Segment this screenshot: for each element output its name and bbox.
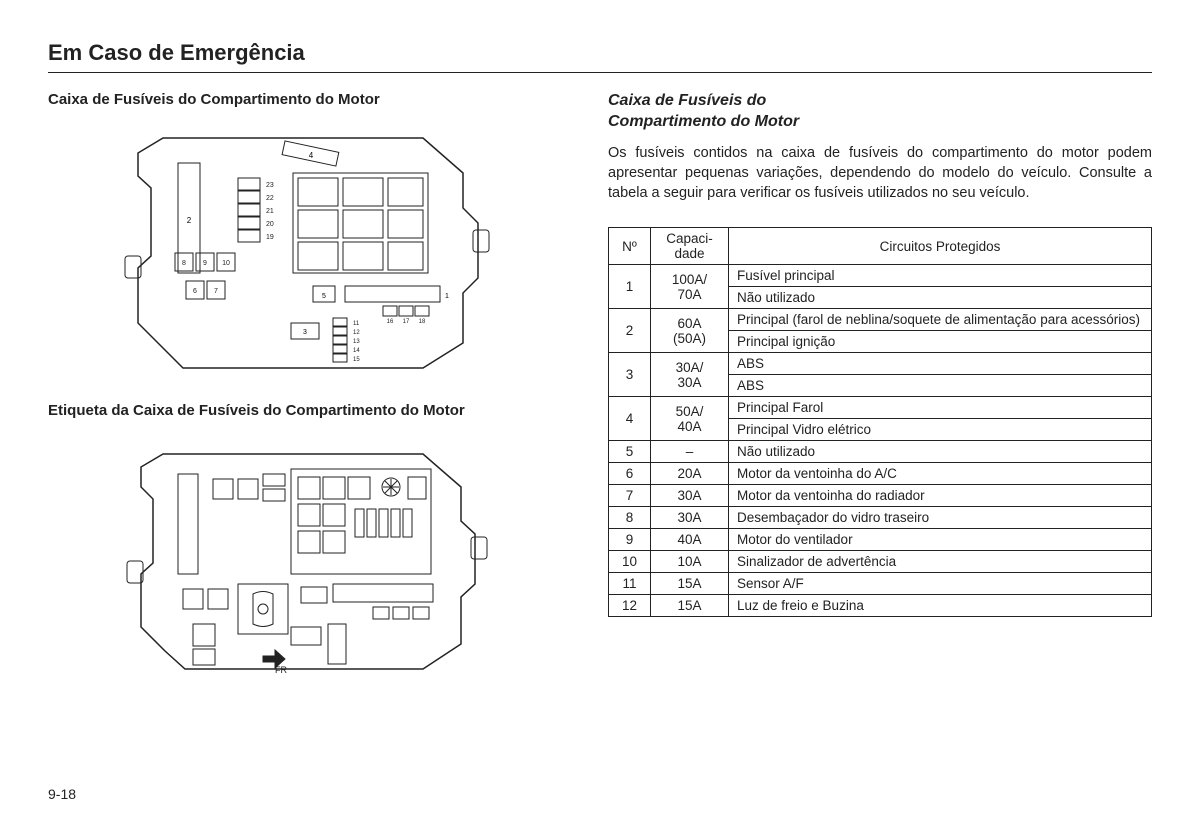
svg-text:4: 4 <box>309 151 314 160</box>
cell-capacity: – <box>651 441 729 463</box>
svg-text:2: 2 <box>187 216 192 225</box>
cell-circuit: ABS <box>729 375 1152 397</box>
cell-capacity: 20A <box>651 463 729 485</box>
svg-text:9: 9 <box>203 260 207 267</box>
cell-capacity: 15A <box>651 573 729 595</box>
cell-no: 12 <box>609 595 651 617</box>
table-row: 830ADesembaçador do vidro traseiro <box>609 507 1152 529</box>
cell-circuit: Principal Farol <box>729 397 1152 419</box>
svg-text:22: 22 <box>266 195 274 202</box>
cell-capacity: 10A <box>651 551 729 573</box>
cell-no: 11 <box>609 573 651 595</box>
svg-text:3: 3 <box>303 329 307 336</box>
fuse-table: Nº Capaci- dade Circuitos Protegidos 110… <box>608 227 1152 617</box>
svg-text:23: 23 <box>266 182 274 189</box>
cell-capacity: 60A (50A) <box>651 309 729 353</box>
diagram2-heading: Etiqueta da Caixa de Fusíveis do Compart… <box>48 402 568 419</box>
cell-no: 6 <box>609 463 651 485</box>
svg-text:21: 21 <box>266 208 274 215</box>
svg-text:7: 7 <box>214 288 218 295</box>
subheading-line2: Compartimento do Motor <box>608 113 799 130</box>
cell-circuit: Sensor A/F <box>729 573 1152 595</box>
cell-circuit: Não utilizado <box>729 441 1152 463</box>
svg-text:10: 10 <box>222 260 230 267</box>
svg-text:14: 14 <box>353 348 360 354</box>
cell-circuit: Motor do ventilador <box>729 529 1152 551</box>
cell-circuit: Fusível principal <box>729 265 1152 287</box>
left-column: Caixa de Fusíveis do Compartimento do Mo… <box>48 91 568 703</box>
cell-circuit: Principal Vidro elétrico <box>729 419 1152 441</box>
cell-capacity: 15A <box>651 595 729 617</box>
page-title: Em Caso de Emergência <box>48 40 1152 73</box>
cell-circuit: Motor da ventoinha do radiador <box>729 485 1152 507</box>
cell-no: 7 <box>609 485 651 507</box>
cell-no: 9 <box>609 529 651 551</box>
cell-no: 1 <box>609 265 651 309</box>
table-row: 1100A/ 70AFusível principal <box>609 265 1152 287</box>
cell-no: 5 <box>609 441 651 463</box>
table-row: 5–Não utilizado <box>609 441 1152 463</box>
table-row: 260A (50A)Principal (farol de neblina/so… <box>609 309 1152 331</box>
cell-no: 2 <box>609 309 651 353</box>
subheading-line1: Caixa de Fusíveis do <box>608 92 766 109</box>
cell-capacity: 100A/ 70A <box>651 265 729 309</box>
table-row: 620AMotor da ventoinha do A/C <box>609 463 1152 485</box>
svg-text:13: 13 <box>353 339 360 345</box>
svg-text:FR: FR <box>275 665 287 675</box>
table-row: 1010ASinalizador de advertência <box>609 551 1152 573</box>
cell-circuit: Não utilizado <box>729 287 1152 309</box>
svg-text:11: 11 <box>353 321 360 327</box>
cell-capacity: 30A/ 30A <box>651 353 729 397</box>
cell-circuit: Luz de freio e Buzina <box>729 595 1152 617</box>
intro-paragraph: Os fusíveis contidos na caixa de fusívei… <box>608 143 1152 204</box>
svg-text:19: 19 <box>266 234 274 241</box>
fuse-box-diagram: 2 4 23 22 21 20 19 <box>123 118 493 378</box>
cell-no: 8 <box>609 507 651 529</box>
cell-circuit: Motor da ventoinha do A/C <box>729 463 1152 485</box>
right-column: Caixa de Fusíveis do Compartimento do Mo… <box>608 91 1152 703</box>
fuse-label-svg: FR <box>123 429 493 679</box>
cell-capacity: 40A <box>651 529 729 551</box>
svg-text:8: 8 <box>182 260 186 267</box>
cell-capacity: 50A/ 40A <box>651 397 729 441</box>
cell-circuit: ABS <box>729 353 1152 375</box>
cell-circuit: Desembaçador do vidro traseiro <box>729 507 1152 529</box>
table-row: 1115ASensor A/F <box>609 573 1152 595</box>
svg-text:5: 5 <box>322 293 326 300</box>
svg-text:1: 1 <box>445 293 449 300</box>
table-row: 330A/ 30AABS <box>609 353 1152 375</box>
th-no: Nº <box>609 228 651 265</box>
svg-text:12: 12 <box>353 330 360 336</box>
table-row: 730AMotor da ventoinha do radiador <box>609 485 1152 507</box>
cell-capacity: 30A <box>651 485 729 507</box>
cell-no: 4 <box>609 397 651 441</box>
fuse-box-svg: 2 4 23 22 21 20 19 <box>123 118 493 378</box>
th-cap: Capaci- dade <box>651 228 729 265</box>
cell-capacity: 30A <box>651 507 729 529</box>
svg-text:20: 20 <box>266 221 274 228</box>
right-subheading: Caixa de Fusíveis do Compartimento do Mo… <box>608 91 1152 133</box>
diagram1-heading: Caixa de Fusíveis do Compartimento do Mo… <box>48 91 568 108</box>
fuse-label-diagram: FR <box>123 429 493 679</box>
table-row: 450A/ 40APrincipal Farol <box>609 397 1152 419</box>
cell-circuit: Sinalizador de advertência <box>729 551 1152 573</box>
svg-text:18: 18 <box>419 319 426 325</box>
cell-no: 3 <box>609 353 651 397</box>
svg-text:16: 16 <box>387 319 394 325</box>
svg-text:17: 17 <box>403 319 410 325</box>
table-row: 1215ALuz de freio e Buzina <box>609 595 1152 617</box>
th-circ: Circuitos Protegidos <box>729 228 1152 265</box>
cell-no: 10 <box>609 551 651 573</box>
table-row: 940AMotor do ventilador <box>609 529 1152 551</box>
svg-text:15: 15 <box>353 357 360 363</box>
cell-circuit: Principal ignição <box>729 331 1152 353</box>
page-number: 9-18 <box>48 786 76 802</box>
svg-text:6: 6 <box>193 288 197 295</box>
content-columns: Caixa de Fusíveis do Compartimento do Mo… <box>48 91 1152 703</box>
cell-circuit: Principal (farol de neblina/soquete de a… <box>729 309 1152 331</box>
